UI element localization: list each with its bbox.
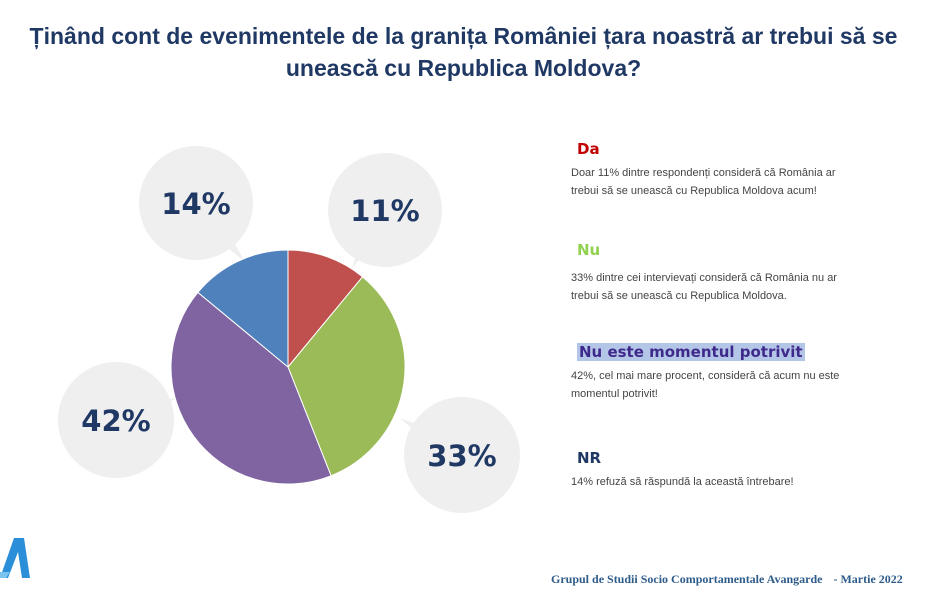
legend-nu-text-line-2: trebui să se unească cu Republica Moldov… bbox=[571, 290, 787, 302]
legend-nemp-text-line-2: momentul potrivit! bbox=[571, 388, 658, 400]
legend-nu-text-line-1: 33% dintre cei intervievați consideră că… bbox=[571, 272, 837, 284]
legend-nr-label: NR bbox=[577, 449, 602, 467]
legend-nu-text: 33% dintre cei intervievați consideră că… bbox=[571, 269, 871, 305]
label-bubble bbox=[404, 397, 520, 513]
data-label-nr: 14% bbox=[161, 187, 230, 221]
footer: Grupul de Studii Socio Comportamentale A… bbox=[551, 572, 903, 587]
legend-da-label: Da bbox=[577, 140, 600, 158]
bubble-group bbox=[58, 146, 520, 513]
pie-chart: 11% 33% 42% 14% bbox=[58, 146, 520, 513]
legend-nemp: Nu este momentul potrivit 42%, cel mai m… bbox=[571, 343, 871, 403]
data-label-nu: 33% bbox=[427, 439, 496, 473]
legend-nu-label: Nu bbox=[577, 241, 601, 259]
title-line-1: Ținând cont de evenimentele de la graniț… bbox=[29, 23, 898, 49]
legend-da-text-line-1: Doar 11% dintre respondenți consideră că… bbox=[571, 167, 836, 179]
footer-date: - Martie 2022 bbox=[833, 572, 903, 586]
label-bubble bbox=[139, 146, 253, 260]
slice-group bbox=[170, 249, 406, 485]
legend-nemp-text: 42%, cel mai mare procent, consideră că … bbox=[571, 367, 871, 403]
page-title: Ținând cont de evenimentele de la graniț… bbox=[0, 20, 927, 84]
title-line-2: unească cu Republica Moldova? bbox=[285, 55, 642, 81]
label-group: 11% 33% 42% 14% bbox=[81, 187, 496, 473]
label-bubble bbox=[58, 362, 174, 478]
legend-da: Da Doar 11% dintre respondenți consideră… bbox=[571, 140, 871, 200]
legend-nemp-label: Nu este momentul potrivit bbox=[577, 343, 805, 361]
legend-nr-text-line-1: 14% refuză să răspundă la această întreb… bbox=[571, 476, 794, 488]
pie-slice-da bbox=[287, 249, 364, 369]
label-bubble bbox=[328, 153, 442, 267]
legend-da-text-line-2: trebui să se unească cu Republica Moldov… bbox=[571, 185, 817, 197]
pie-slice-nu bbox=[287, 276, 406, 477]
data-label-da: 11% bbox=[350, 194, 419, 228]
legend-nr-text: 14% refuză să răspundă la această întreb… bbox=[571, 473, 871, 491]
avangarde-logo-icon bbox=[0, 538, 30, 578]
pie-slice-nr bbox=[197, 249, 289, 369]
legend-nr: NR 14% refuză să răspundă la această înt… bbox=[571, 449, 871, 491]
pie-slice-nu-este-momentul-potrivit bbox=[170, 291, 332, 485]
legend-da-text: Doar 11% dintre respondenți consideră că… bbox=[571, 164, 871, 200]
data-label-nu-este-momentul-potrivit: 42% bbox=[81, 404, 150, 438]
footer-org: Grupul de Studii Socio Comportamentale A… bbox=[551, 572, 823, 586]
legend-nu: Nu 33% dintre cei intervievați consideră… bbox=[571, 241, 871, 305]
legend-nemp-text-line-1: 42%, cel mai mare procent, consideră că … bbox=[571, 370, 840, 382]
